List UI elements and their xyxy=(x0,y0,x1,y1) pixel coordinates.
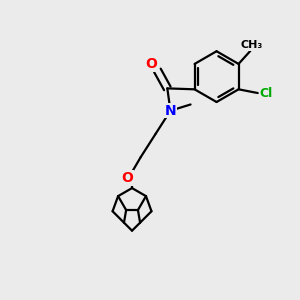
Text: O: O xyxy=(122,171,133,185)
Text: N: N xyxy=(165,104,176,118)
Text: O: O xyxy=(145,57,157,71)
Text: Cl: Cl xyxy=(259,86,272,100)
Text: CH₃: CH₃ xyxy=(240,40,263,50)
